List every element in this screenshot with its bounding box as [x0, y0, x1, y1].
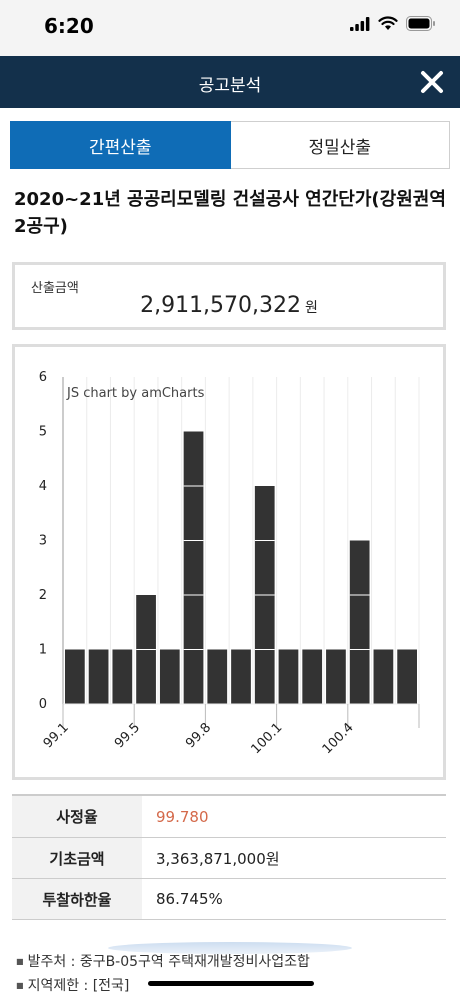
chart-bar [207, 649, 228, 704]
calculated-amount-value: 2,911,570,322 [140, 293, 302, 318]
chart-bar [278, 649, 299, 704]
note-region: 지역제한 : [전국] [27, 978, 130, 994]
x-tick-label: 99.1 [41, 720, 72, 751]
calculated-amount: 2,911,570,322 원 [15, 293, 443, 318]
info-label: 기초금액 [12, 838, 142, 878]
tab-simple-calc[interactable]: 간편산출 [10, 121, 231, 169]
calculated-amount-unit: 원 [305, 300, 318, 316]
x-tick-label: 99.5 [112, 720, 143, 751]
close-icon[interactable] [418, 68, 446, 96]
chart-bar [397, 649, 417, 704]
calculated-amount-label: 산출금액 [31, 281, 79, 296]
notice-title: 2020~21년 공공리모델링 건설공사 연간단가(강원권역 2공구) [14, 189, 446, 237]
calculated-amount-box: 산출금액 2,911,570,322 원 [12, 262, 446, 330]
tab-precise-calc[interactable]: 정밀산출 [230, 121, 450, 169]
chart-bar [349, 540, 370, 704]
info-row-base-amount: 기초금액 3,363,871,000원 [12, 838, 446, 879]
info-row-lower-limit: 투찰하한율 86.745% [12, 879, 446, 920]
info-label: 투찰하한율 [12, 879, 142, 919]
wifi-icon [378, 16, 398, 30]
y-tick-label: 2 [39, 588, 47, 603]
note-orderer: 발주처 : 중구B-05구역 주택재개발정비사업조합 [27, 954, 310, 970]
info-value: 99.780 [156, 807, 209, 826]
info-table: 사정율 99.780 기초금액 3,363,871,000원 투찰하한율 86.… [12, 794, 446, 920]
notice-notes: ■ 발주처 : 중구B-05구역 주택재개발정비사업조합 ■ 지역제한 : [전국] [16, 950, 310, 998]
info-label: 사정율 [12, 796, 142, 837]
info-row-rate: 사정율 99.780 [12, 795, 446, 838]
x-tick-label: 100.1 [249, 720, 286, 757]
chart-bar [183, 431, 204, 704]
battery-icon [406, 16, 435, 31]
scroll-hint [108, 942, 352, 954]
page-title: 공고분석 [198, 76, 262, 96]
chart-bar [65, 649, 85, 704]
chart-watermark: JS chart by amCharts [66, 386, 205, 401]
x-tick-label: 100.4 [320, 720, 357, 757]
status-bar: 6:20 [0, 0, 460, 56]
y-tick-label: 5 [39, 425, 47, 440]
status-icons [350, 16, 436, 31]
y-tick-label: 6 [39, 370, 47, 385]
signal-icon [350, 16, 370, 31]
note-item: ■ 발주처 : 중구B-05구역 주택재개발정비사업조합 [16, 950, 310, 974]
info-value: 3,363,871,000원 [156, 849, 280, 868]
chart-bar [326, 649, 346, 704]
distribution-chart: 0 1 2 3 4 5 6 99.1 99.5 99.8 100.1 100.4 JS chart by… [12, 344, 446, 780]
chart-svg: 0 1 2 3 4 5 6 99.1 99.5 99.8 100.1 100.4 JS chart by… [39, 370, 420, 757]
bullet-icon: ■ [16, 957, 24, 966]
home-indicator [148, 981, 314, 986]
note-item: ■ 지역제한 : [전국] [16, 974, 310, 998]
calc-tabs: 간편산출 정밀산출 [10, 121, 450, 169]
bullet-icon: ■ [16, 981, 24, 990]
chart-bar [159, 649, 180, 704]
x-tick-label: 99.8 [183, 720, 214, 751]
info-value: 86.745% [156, 890, 223, 908]
y-tick-label: 1 [39, 643, 47, 658]
y-tick-label: 4 [39, 479, 47, 494]
chart-bar [373, 649, 394, 704]
y-tick-label: 3 [39, 534, 47, 549]
chart-bar [112, 649, 133, 704]
status-time: 6:20 [44, 14, 94, 38]
y-tick-label: 0 [39, 697, 47, 712]
chart-bar [231, 649, 251, 704]
chart-bar [302, 649, 323, 704]
chart-bar [88, 649, 109, 704]
app-header: 공고분석 [0, 56, 460, 108]
